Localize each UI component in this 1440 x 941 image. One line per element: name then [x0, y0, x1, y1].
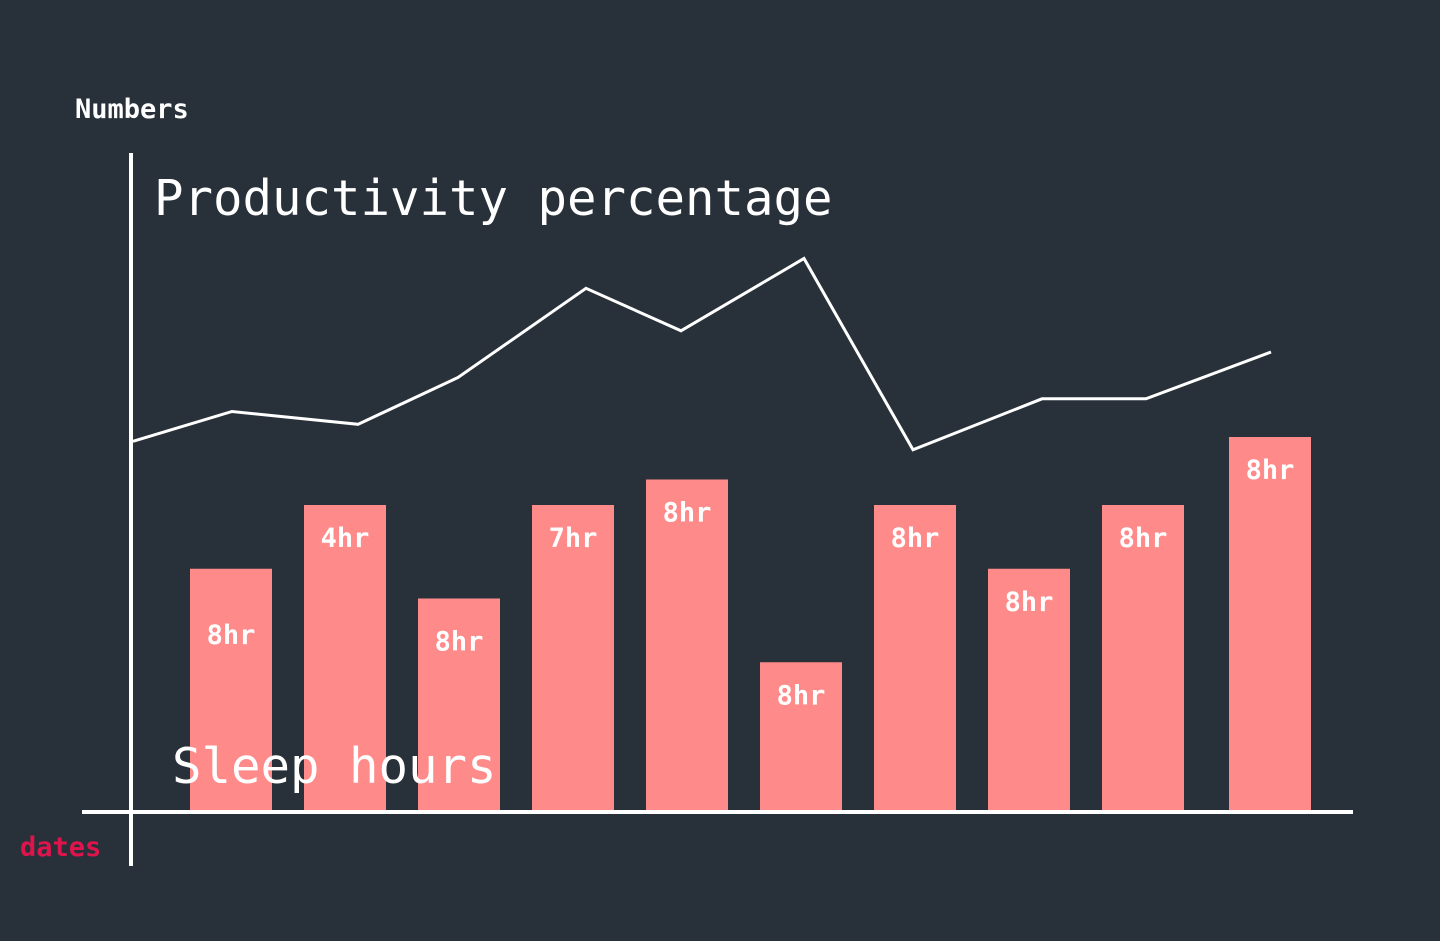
bar-label-6: 8hr — [777, 680, 826, 711]
bar-4 — [532, 505, 614, 811]
bar-label-7: 8hr — [891, 523, 940, 554]
x-axis-label: dates — [20, 832, 101, 863]
bar-9 — [1102, 505, 1184, 811]
bar-label-group: 8hr 4hr 8hr 7hr 8hr 8hr 8hr 8hr 8hr 8hr — [207, 455, 1295, 711]
bar-label-4: 7hr — [549, 523, 598, 554]
bar-label-2: 4hr — [321, 523, 370, 554]
bar-5 — [646, 479, 728, 811]
bar-8 — [988, 568, 1070, 811]
bar-1 — [190, 568, 272, 811]
bar-2 — [304, 505, 386, 811]
bar-label-9: 8hr — [1119, 523, 1168, 554]
y-axis-label: Numbers — [75, 94, 189, 125]
bar-group — [190, 437, 1311, 811]
bar-label-1: 8hr — [207, 620, 256, 651]
bar-label-8: 8hr — [1005, 587, 1054, 618]
bar-series-label: Sleep hours — [172, 738, 497, 795]
bar-label-10: 8hr — [1246, 455, 1295, 486]
bar-7 — [874, 505, 956, 811]
productivity-line — [132, 256, 1272, 452]
bar-3 — [418, 598, 500, 811]
line-series-label: Productivity percentage — [154, 170, 833, 227]
bar-6 — [760, 662, 842, 811]
bar-10 — [1229, 437, 1311, 811]
bar-label-5: 8hr — [663, 498, 712, 529]
bar-label-3: 8hr — [435, 627, 484, 658]
